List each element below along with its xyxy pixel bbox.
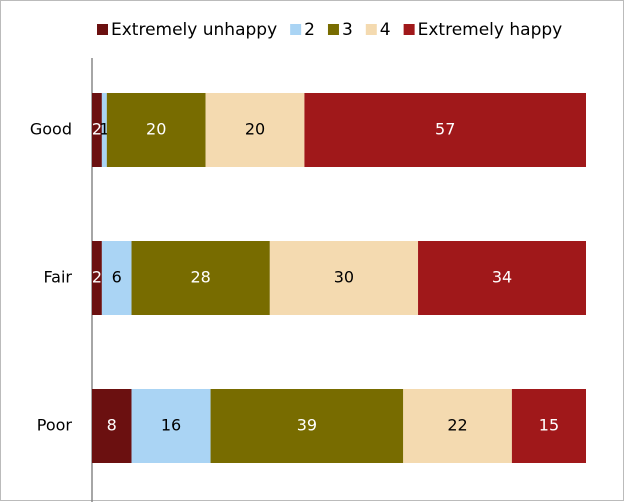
y-tick-label: Poor bbox=[37, 416, 73, 435]
data-label: 30 bbox=[334, 268, 354, 287]
bar-segment bbox=[511, 389, 586, 463]
data-label: 15 bbox=[539, 416, 559, 435]
data-label: 34 bbox=[492, 268, 512, 287]
bar-segment bbox=[131, 389, 211, 463]
data-label: 8 bbox=[107, 416, 117, 435]
bar-segment bbox=[101, 93, 107, 167]
bar-segment bbox=[92, 389, 132, 463]
data-label: 2 bbox=[92, 268, 102, 287]
data-label: 20 bbox=[146, 120, 166, 139]
bar-segment bbox=[210, 389, 404, 463]
y-tick-label: Fair bbox=[43, 268, 72, 287]
data-label: 39 bbox=[297, 416, 317, 435]
data-label: 57 bbox=[435, 120, 455, 139]
bar-segment bbox=[418, 241, 586, 315]
bar-segment bbox=[92, 241, 102, 315]
data-label: 6 bbox=[112, 268, 122, 287]
data-label: 2 bbox=[92, 120, 102, 139]
bar-segment bbox=[403, 389, 512, 463]
y-tick-label: Good bbox=[30, 120, 72, 139]
legend-swatch bbox=[403, 24, 415, 35]
data-label: 16 bbox=[161, 416, 181, 435]
bar-segment bbox=[131, 241, 270, 315]
legend-label: Extremely happy bbox=[418, 20, 563, 40]
legend-label: 2 bbox=[304, 20, 315, 40]
legend-label: Extremely unhappy bbox=[111, 20, 277, 40]
legend-swatch bbox=[97, 24, 108, 35]
bar-segment bbox=[101, 241, 132, 315]
legend-swatch bbox=[290, 24, 302, 35]
data-label: 20 bbox=[245, 120, 265, 139]
data-label: 1 bbox=[99, 120, 109, 139]
data-label: 22 bbox=[447, 416, 467, 435]
bar-segment bbox=[205, 93, 305, 167]
legend-label: 3 bbox=[342, 20, 353, 40]
bar-segment bbox=[92, 93, 102, 167]
bar-segment bbox=[304, 93, 586, 167]
legend-swatch bbox=[327, 24, 339, 35]
data-label: 28 bbox=[191, 268, 211, 287]
bar-segment bbox=[269, 241, 419, 315]
legend-label: 4 bbox=[380, 20, 391, 40]
legend-swatch bbox=[365, 24, 377, 35]
bar-segment bbox=[106, 93, 206, 167]
